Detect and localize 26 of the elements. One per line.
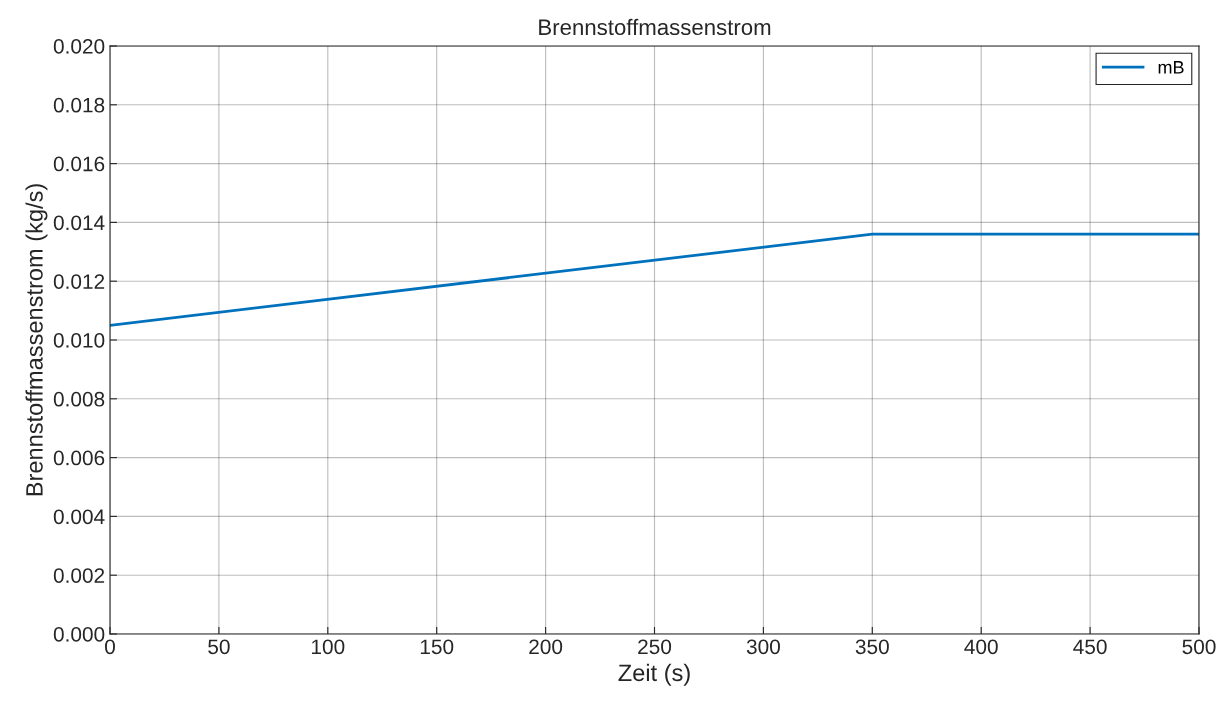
- y-tick-label: 0.000: [53, 627, 105, 642]
- y-tick-label: 0.010: [53, 333, 105, 348]
- x-tick-label: 300: [746, 639, 780, 655]
- y-axis-title: Brennstoffmassenstrom (kg/s): [25, 184, 48, 496]
- x-tick-label: 450: [1073, 639, 1107, 655]
- x-tick-label: 50: [208, 639, 230, 655]
- y-tick-label: 0.016: [53, 156, 105, 172]
- x-tick-label: 400: [964, 639, 998, 655]
- y-tick-label: 0.018: [53, 97, 105, 113]
- x-tick-label: 0: [105, 639, 115, 655]
- x-tick-label: 100: [312, 639, 345, 655]
- legend-label: mB: [1158, 61, 1184, 74]
- y-tick-label: 0.020: [53, 39, 105, 54]
- y-tick-label: 0.008: [53, 391, 105, 407]
- x-tick-label: 150: [420, 639, 454, 655]
- y-tick-label: 0.012: [53, 274, 105, 289]
- y-tick-label: 0.014: [53, 215, 105, 231]
- x-tick-label: 250: [638, 639, 672, 655]
- x-tick-label: 350: [855, 639, 889, 655]
- y-tick-label: 0.002: [53, 568, 105, 583]
- x-tick-label: 500: [1182, 639, 1216, 655]
- chart-title: Brennstoffmassenstrom: [539, 18, 771, 36]
- y-tick-label: 0.004: [53, 509, 105, 525]
- x-axis-title: Zeit (s): [618, 663, 690, 686]
- y-tick-label: 0.006: [53, 450, 105, 466]
- x-tick-label: 200: [529, 639, 563, 655]
